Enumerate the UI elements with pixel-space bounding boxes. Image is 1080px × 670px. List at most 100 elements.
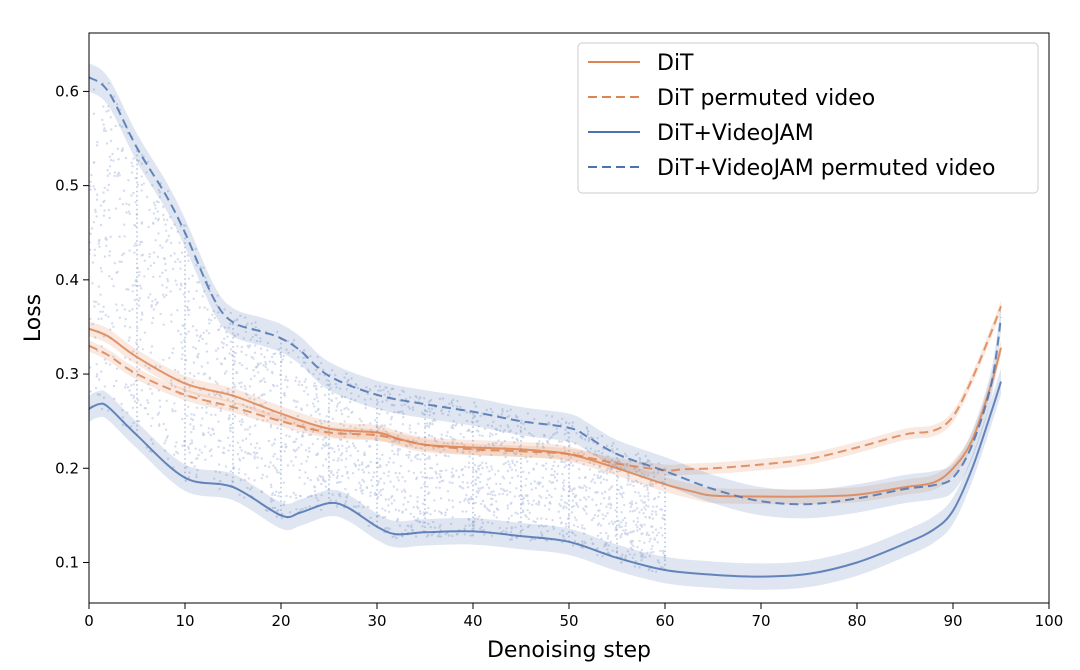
scatter-point — [394, 439, 398, 443]
scatter-point — [270, 493, 274, 497]
scatter-point — [584, 489, 588, 492]
scatter-point — [377, 514, 380, 517]
scatter-point — [178, 241, 181, 244]
scatter-point — [181, 444, 184, 447]
scatter-point — [267, 412, 270, 415]
scatter-point — [276, 457, 279, 461]
scatter-point — [426, 492, 430, 496]
scatter-point — [447, 498, 451, 502]
scatter-point — [101, 118, 104, 122]
scatter-point — [658, 491, 661, 494]
scatter-point — [460, 442, 463, 445]
scatter-point — [104, 362, 108, 365]
scatter-point — [520, 419, 523, 422]
scatter-point — [99, 267, 103, 270]
scatter-point — [96, 140, 99, 144]
scatter-point — [125, 288, 128, 291]
legend-label: DiT — [657, 51, 694, 76]
scatter-point — [157, 217, 160, 221]
scatter-point — [336, 471, 339, 474]
scatter-point — [241, 420, 244, 424]
scatter-point — [575, 501, 578, 505]
scatter-point — [536, 517, 539, 520]
scatter-point — [121, 203, 125, 206]
scatter-point — [140, 221, 144, 224]
scatter-point — [482, 529, 486, 532]
scatter-point — [213, 394, 217, 397]
scatter-point — [535, 462, 538, 466]
scatter-point — [643, 495, 646, 498]
scatter-point — [248, 488, 252, 491]
scatter-point — [552, 525, 555, 528]
x-tick-label: 30 — [367, 612, 386, 630]
scatter-point — [466, 429, 469, 433]
scatter-point — [621, 496, 624, 499]
scatter-point — [92, 112, 96, 116]
scatter-point — [542, 525, 545, 528]
scatter-point — [490, 453, 493, 457]
scatter-point — [591, 498, 594, 501]
scatter-point — [502, 463, 505, 466]
scatter-point — [324, 458, 328, 461]
scatter-point — [511, 476, 514, 479]
scatter-point — [258, 447, 261, 450]
scatter-point — [444, 514, 447, 517]
scatter-point — [317, 479, 320, 482]
scatter-point — [359, 487, 362, 490]
scatter-point — [283, 394, 287, 397]
scatter-point — [233, 360, 237, 363]
scatter-point — [623, 503, 626, 507]
scatter-point — [243, 496, 246, 499]
scatter-point — [417, 422, 420, 425]
legend-box — [577, 42, 1039, 194]
y-tick-label: 0.6 — [55, 82, 79, 100]
scatter-point — [374, 438, 377, 441]
scatter-point — [260, 477, 264, 480]
scatter-point — [396, 519, 399, 522]
scatter-point — [260, 379, 263, 382]
scatter-point — [529, 539, 532, 542]
scatter-point — [170, 226, 173, 230]
scatter-point — [212, 310, 215, 313]
scatter-point — [629, 505, 632, 509]
scatter-point — [516, 424, 519, 428]
scatter-point — [124, 386, 127, 389]
scatter-point — [94, 210, 97, 214]
scatter-point — [137, 299, 140, 302]
scatter-point — [286, 379, 289, 382]
scatter-point — [468, 524, 471, 527]
scatter-point — [380, 424, 384, 427]
scatter-point — [448, 402, 451, 406]
scatter-point — [229, 426, 232, 430]
scatter-point — [575, 460, 578, 463]
scatter-point — [316, 499, 320, 502]
scatter-point — [335, 505, 339, 508]
scatter-point — [204, 276, 207, 279]
scatter-point — [356, 459, 360, 462]
scatter-point — [109, 158, 113, 162]
scatter-point — [423, 397, 426, 400]
scatter-point — [565, 421, 568, 425]
scatter-point — [456, 442, 459, 445]
scatter-point — [640, 532, 643, 536]
scatter-point — [659, 508, 662, 511]
scatter-point — [190, 441, 194, 444]
scatter-point — [228, 352, 231, 355]
scatter-point — [651, 484, 654, 487]
scatter-point — [295, 508, 298, 511]
scatter-point — [208, 377, 212, 380]
scatter-point — [92, 221, 96, 224]
scatter-point — [500, 487, 503, 490]
scatter-point — [185, 414, 189, 418]
scatter-point — [222, 342, 225, 345]
scatter-point — [559, 504, 562, 508]
scatter-point — [468, 455, 471, 458]
scatter-point — [627, 475, 630, 478]
scatter-point — [285, 494, 288, 498]
scatter-point — [321, 464, 325, 467]
scatter-point — [462, 473, 465, 477]
scatter-point — [173, 402, 176, 405]
scatter-point — [526, 460, 529, 463]
scatter-point — [571, 421, 575, 424]
